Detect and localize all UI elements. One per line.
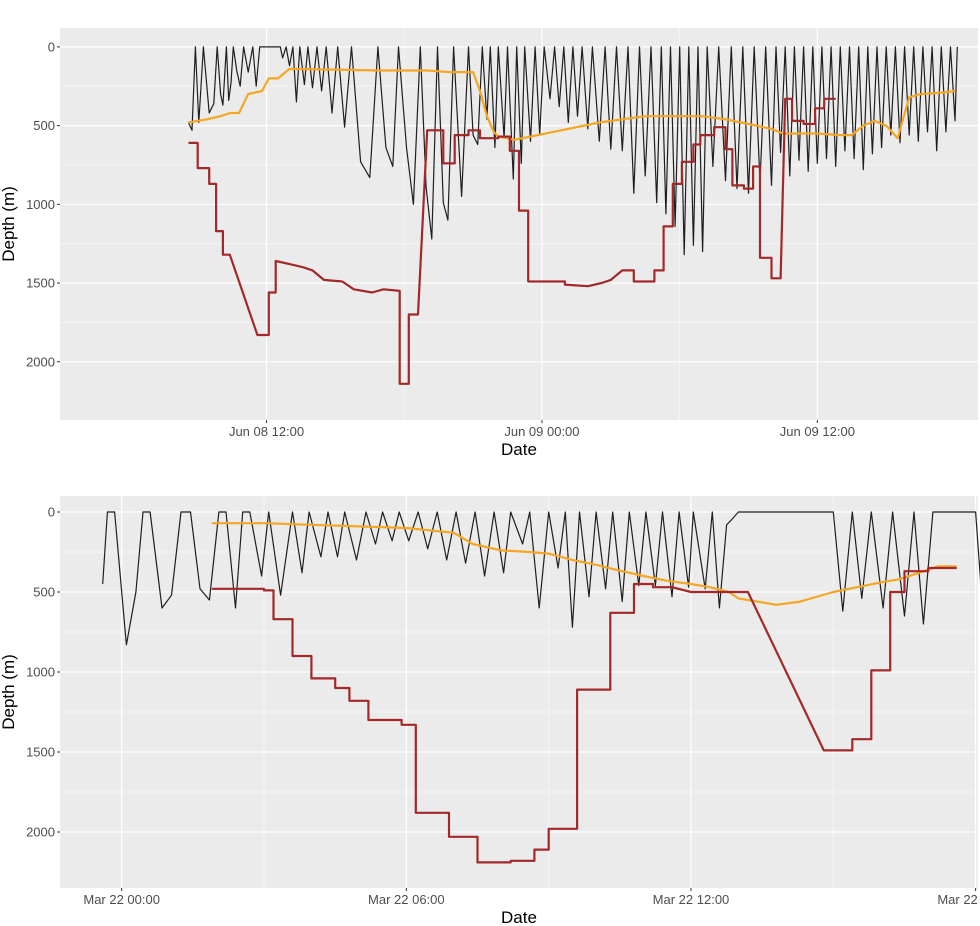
top-depth-chart: 0 500 1000 1500 2000 Jun 08 12:00 Jun 09 00:0…	[0, 28, 978, 459]
y-tick-label: 1500	[26, 745, 55, 760]
y-tick-label: 1500	[26, 276, 55, 291]
x-tick-label: Jun 09 12:00	[780, 424, 855, 439]
top-y-tick-labels: 0 500 1000 1500 2000	[26, 39, 60, 369]
y-tick-label: 2000	[26, 354, 55, 369]
x-tick-label: Mar 22 18:00	[937, 892, 980, 907]
x-tick-label: Mar 22 12:00	[653, 892, 730, 907]
y-tick-label: 1000	[26, 665, 55, 680]
x-tick-label: Jun 09 00:00	[504, 424, 579, 439]
maximum-depth-line	[188, 97, 836, 385]
bottom-x-tick-labels: Mar 22 00:00 Mar 22 06:00 Mar 22 12:00 Mar …	[83, 888, 980, 907]
y-tick-label: 0	[48, 39, 55, 54]
mixed-layer-depth-line	[188, 67, 956, 141]
bottom-y-axis-title: Depth (m)	[0, 654, 18, 730]
bottom-depth-chart: 0 500 1000 1500 2000 Mar 22 00:00 Mar 22 06:0…	[0, 496, 980, 926]
top-series	[187, 46, 958, 385]
x-tick-label: Mar 22 06:00	[368, 892, 445, 907]
bottom-x-axis-title: Date	[501, 908, 537, 926]
mixed-layer-depth-line	[211, 522, 957, 606]
top-y-axis-title: Depth (m)	[0, 186, 18, 262]
x-tick-label: Jun 08 12:00	[229, 424, 304, 439]
bottom-plot-background	[60, 496, 978, 888]
dive-depth-line	[187, 46, 958, 256]
bottom-y-tick-labels: 0 500 1000 1500 2000	[26, 505, 60, 840]
y-tick-label: 1000	[26, 197, 55, 212]
x-tick-label: Mar 22 00:00	[83, 892, 160, 907]
bottom-gridlines	[60, 496, 978, 888]
bottom-series	[102, 511, 980, 864]
top-x-tick-labels: Jun 08 12:00 Jun 09 00:00 Jun 09 12:00	[229, 420, 855, 439]
top-x-axis-title: Date	[501, 440, 537, 459]
y-tick-label: 2000	[26, 825, 55, 840]
y-tick-label: 500	[33, 585, 55, 600]
y-tick-label: 0	[48, 505, 55, 520]
y-tick-label: 500	[33, 118, 55, 133]
dive-depth-line	[102, 511, 980, 646]
maximum-depth-line	[211, 566, 957, 864]
